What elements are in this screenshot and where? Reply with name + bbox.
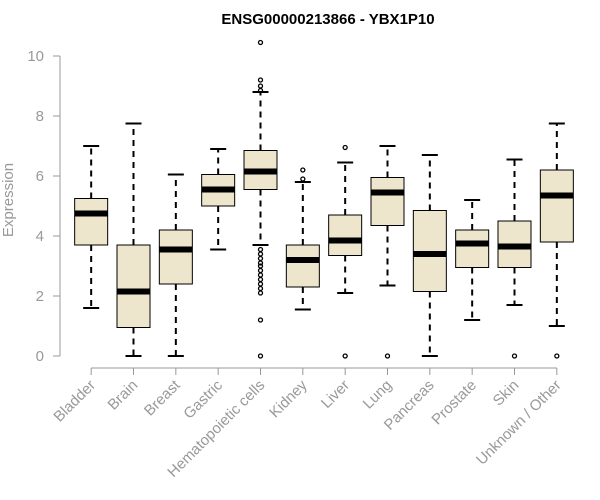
outlier-point <box>554 353 560 359</box>
outlier-point <box>257 255 264 262</box>
y-tick-label: 6 <box>36 168 44 185</box>
outlier-point <box>257 285 264 292</box>
box-body <box>158 229 193 285</box>
box-body <box>455 229 490 268</box>
x-tick-label: Breast <box>141 376 184 419</box>
outlier-point <box>257 83 264 89</box>
outlier-point <box>300 176 306 182</box>
y-tick-label: 0 <box>36 348 44 365</box>
outlier-point <box>257 267 264 274</box>
outlier-point <box>300 167 306 173</box>
x-tick-label: Prostate <box>428 377 480 429</box>
box-lung <box>370 145 405 359</box>
x-tick-label: Kidney <box>266 376 311 421</box>
outlier-point <box>257 251 264 257</box>
box-skin <box>497 158 532 359</box>
box-hematopoietic-cells <box>243 39 278 359</box>
y-tick-label: 4 <box>36 228 44 245</box>
box-unknown-other <box>539 122 574 359</box>
box-body <box>328 214 363 256</box>
box-breast <box>158 173 193 357</box>
box-body <box>74 198 109 246</box>
box-bladder <box>74 145 109 309</box>
box-brain <box>116 122 151 357</box>
box-pancreas <box>412 154 447 357</box>
y-axis: 0 2 4 6 8 10 <box>27 48 61 365</box>
outlier-point <box>342 353 348 359</box>
y-tick-label: 2 <box>36 288 44 305</box>
y-tick-label: 8 <box>36 108 44 125</box>
outlier-point <box>257 260 264 266</box>
box-liver <box>328 144 363 359</box>
outlier-point <box>511 353 518 359</box>
y-tick-label: 10 <box>27 48 44 65</box>
outlier-point <box>384 353 391 359</box>
box-body <box>285 244 320 288</box>
outlier-point <box>257 87 264 94</box>
box-body <box>539 169 574 243</box>
box-body <box>116 244 151 328</box>
outlier-point <box>257 317 264 323</box>
outlier-point <box>257 272 264 278</box>
boxes <box>74 39 574 359</box>
x-tick-label: Lung <box>360 377 396 413</box>
x-tick-label: Bladder <box>50 377 99 426</box>
outlier-point <box>257 353 264 359</box>
y-axis-label: Expression <box>0 163 17 237</box>
outlier-point <box>257 246 264 253</box>
box-kidney <box>285 167 320 311</box>
box-prostate <box>455 199 490 321</box>
outlier-point <box>257 263 264 269</box>
box-body <box>370 177 405 226</box>
outlier-point <box>257 39 264 46</box>
chart-title: ENSG00000213866 - YBX1P10 <box>221 11 434 28</box>
outlier-point <box>257 290 264 296</box>
outlier-point <box>257 281 264 287</box>
box-gastric <box>201 148 236 251</box>
outlier-point <box>342 144 348 151</box>
x-tick-label: Brain <box>105 377 142 414</box>
x-tick-label: Skin <box>490 377 523 410</box>
x-tick-label: Liver <box>318 377 353 412</box>
outlier-point <box>257 276 264 283</box>
outlier-point <box>257 77 264 83</box>
